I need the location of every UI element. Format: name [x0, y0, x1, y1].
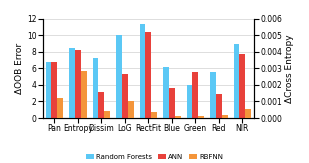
Bar: [193, 72, 198, 118]
Bar: [187, 85, 193, 118]
Bar: [198, 116, 204, 118]
Bar: [69, 48, 75, 118]
Bar: [234, 44, 239, 118]
Legend: Random Forests, ANN, RBFNN: Random Forests, ANN, RBFNN: [83, 151, 226, 163]
Bar: [169, 88, 175, 118]
Bar: [52, 62, 57, 118]
Bar: [116, 35, 122, 118]
Bar: [75, 50, 81, 118]
Bar: [245, 109, 251, 118]
Bar: [99, 92, 104, 118]
Y-axis label: ΔOOB Error: ΔOOB Error: [15, 43, 24, 94]
Bar: [57, 98, 63, 118]
Bar: [163, 67, 169, 118]
Bar: [93, 58, 99, 118]
Bar: [222, 115, 228, 118]
Y-axis label: ΔCross Entropy: ΔCross Entropy: [285, 34, 294, 103]
Bar: [81, 71, 87, 118]
Bar: [46, 62, 52, 118]
Bar: [128, 102, 134, 118]
Bar: [140, 24, 146, 118]
Bar: [216, 94, 222, 118]
Bar: [210, 72, 216, 118]
Bar: [122, 74, 128, 118]
Bar: [104, 111, 110, 118]
Bar: [175, 116, 181, 118]
Bar: [146, 32, 151, 118]
Bar: [239, 54, 245, 118]
Bar: [151, 112, 157, 118]
